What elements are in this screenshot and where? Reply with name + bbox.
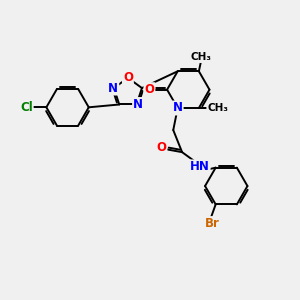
Text: N: N	[108, 82, 118, 94]
Text: N: N	[133, 98, 143, 111]
Text: CH₃: CH₃	[207, 103, 228, 113]
Text: O: O	[157, 141, 166, 154]
Text: O: O	[144, 83, 154, 96]
Text: N: N	[173, 101, 183, 115]
Text: CH₃: CH₃	[191, 52, 212, 62]
Text: Br: Br	[205, 217, 220, 230]
Text: HN: HN	[190, 160, 210, 173]
Text: O: O	[123, 71, 133, 84]
Text: Cl: Cl	[20, 101, 33, 114]
